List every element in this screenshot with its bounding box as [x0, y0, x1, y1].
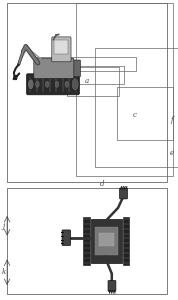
Bar [83, 217, 90, 265]
Text: a: a [85, 77, 89, 85]
Bar [7, 188, 167, 294]
Circle shape [36, 81, 39, 87]
Circle shape [45, 81, 49, 87]
Text: c: c [132, 111, 136, 119]
Text: h: h [58, 59, 63, 67]
FancyBboxPatch shape [27, 74, 79, 95]
Text: j: j [2, 222, 5, 230]
Circle shape [55, 81, 59, 87]
Bar [76, 3, 173, 176]
Text: k: k [1, 268, 6, 276]
Text: e: e [170, 149, 174, 157]
Text: b: b [76, 70, 81, 78]
Circle shape [65, 81, 69, 87]
FancyBboxPatch shape [52, 37, 71, 62]
Text: f: f [170, 116, 173, 124]
Bar [95, 48, 178, 166]
Bar [54, 40, 68, 54]
Bar [91, 219, 122, 262]
FancyBboxPatch shape [108, 280, 116, 291]
FancyBboxPatch shape [120, 188, 127, 199]
Bar [67, 68, 119, 96]
Bar [50, 66, 124, 84]
FancyBboxPatch shape [34, 58, 74, 79]
Circle shape [71, 78, 79, 91]
Bar [34, 57, 136, 70]
Bar [99, 232, 114, 246]
FancyBboxPatch shape [62, 230, 70, 245]
Bar [117, 87, 173, 140]
Circle shape [28, 79, 34, 90]
Text: d: d [100, 180, 105, 188]
Bar [7, 3, 167, 182]
Bar [95, 226, 118, 255]
Bar [123, 217, 130, 265]
FancyBboxPatch shape [70, 60, 80, 77]
